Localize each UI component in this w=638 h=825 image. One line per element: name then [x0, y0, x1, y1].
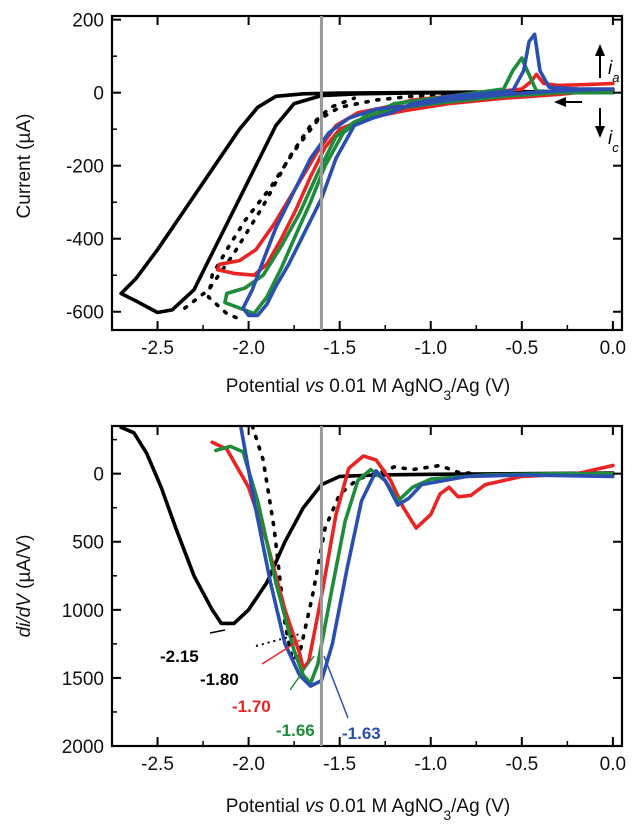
cv-x-title-subscript: 3 [443, 387, 451, 403]
derivative-y-title-italic: di/dV [14, 592, 35, 638]
y-tick-label: -600 [66, 303, 104, 324]
cv-y-axis: 200 0 -200 -400 -600 [66, 11, 622, 324]
cv-x-title-part: Potential [226, 376, 305, 397]
derivative-x-title-subscript: 3 [443, 807, 451, 820]
derivative-series-group [119, 426, 615, 688]
cv-series-line-1 [119, 89, 615, 315]
current-direction-indicator: ia ic [554, 44, 619, 155]
x-tick-label: -1.5 [323, 338, 356, 359]
peak-leader-line [323, 655, 349, 719]
cathodic-label-sub: c [612, 140, 619, 155]
cv-x-title-vs: vs [305, 376, 325, 397]
x-tick-label: -0.5 [505, 754, 538, 775]
x-tick-label: -2.5 [141, 754, 174, 775]
cv-plot-frame [110, 14, 624, 332]
derivative-x-title-vs: vs [305, 796, 325, 817]
cv-panel: -2.5 -2.0 -1.5 -1.0 -0.5 0.0 200 0 -200 -400 -600… [14, 11, 626, 403]
scan-direction-arrowhead [554, 97, 566, 107]
derivative-series-line-5 [238, 426, 615, 688]
derivative-plot-frame [110, 424, 624, 748]
derivative-x-axis-title: Potential vs 0.01 M AgNO3/Ag (V) [226, 796, 511, 820]
derivative-panel: -2.5 -2.0 -1.5 -1.0 -0.5 0.0 0 500 1000 1500 2000… [14, 424, 626, 823]
y-tick-label: 2000 [62, 737, 104, 758]
derivative-series-line-4 [214, 444, 615, 686]
peak-leader-line [289, 655, 315, 691]
peak-label-black-solid: -2.15 [160, 647, 199, 666]
y-tick-label: -400 [66, 230, 104, 251]
derivative-x-title-part: 0.01 M AgNO [324, 796, 443, 817]
cv-series-line-5 [223, 56, 615, 316]
x-tick-label: -2.0 [232, 754, 265, 775]
peak-label-green: -1.66 [276, 721, 315, 740]
x-tick-label: 0.0 [600, 754, 626, 775]
peak-leader-line [255, 633, 301, 647]
y-tick-label: 0 [93, 84, 104, 105]
peak-leader-line [261, 639, 301, 665]
peak-annotations: -2.15 -1.80 -1.70 -1.66 -1.63 [160, 629, 381, 743]
y-tick-label: 0 [93, 465, 104, 486]
derivative-y-title-units: (µA/V) [14, 535, 35, 595]
cv-x-title-part: /Ag (V) [451, 376, 510, 397]
cv-series-line-3 [183, 96, 357, 310]
y-tick-label: 200 [72, 11, 104, 32]
peak-label-black-dotted: -1.80 [200, 670, 239, 689]
peak-leader-line [209, 629, 226, 634]
anodic-label-base: i [608, 58, 613, 79]
derivative-y-axis-title: di/dV (µA/V) [14, 535, 35, 638]
derivative-x-title-part: Potential [226, 796, 305, 817]
cv-series-group [119, 32, 615, 321]
cathodic-label-base: i [608, 128, 613, 149]
cv-y-axis-title: Current (µA) [14, 114, 35, 219]
y-tick-label: -200 [66, 157, 104, 178]
y-tick-label: 1000 [62, 601, 104, 622]
y-tick-label: 500 [72, 533, 104, 554]
derivative-series-line-2 [250, 426, 479, 662]
x-tick-label: 0.0 [600, 338, 626, 359]
x-tick-label: -2.5 [141, 338, 174, 359]
derivative-x-axis: -2.5 -2.0 -1.5 -1.0 -0.5 0.0 [111, 426, 626, 775]
derivative-y-axis: 0 500 1000 1500 2000 [62, 438, 622, 758]
anodic-arrowhead [595, 44, 605, 56]
x-tick-label: -0.5 [505, 338, 538, 359]
derivative-x-title-part: /Ag (V) [451, 796, 510, 817]
peak-label-blue: -1.63 [342, 724, 381, 743]
cv-x-axis: -2.5 -2.0 -1.5 -1.0 -0.5 0.0 [111, 16, 626, 359]
anodic-label-sub: a [612, 70, 619, 85]
x-tick-label: -2.0 [232, 338, 265, 359]
cv-series-line-6 [241, 32, 615, 318]
peak-label-red: -1.70 [232, 697, 271, 716]
cv-x-axis-title: Potential vs 0.01 M AgNO3/Ag (V) [226, 376, 511, 403]
cathodic-current-label: ic [608, 128, 619, 155]
x-tick-label: -1.0 [414, 754, 447, 775]
cv-x-title-part: 0.01 M AgNO [324, 376, 443, 397]
y-tick-label: 1500 [62, 669, 104, 690]
anodic-current-label: ia [608, 58, 619, 85]
x-tick-label: -1.0 [414, 338, 447, 359]
cathodic-arrowhead [595, 126, 605, 138]
x-tick-label: -1.5 [323, 754, 356, 775]
